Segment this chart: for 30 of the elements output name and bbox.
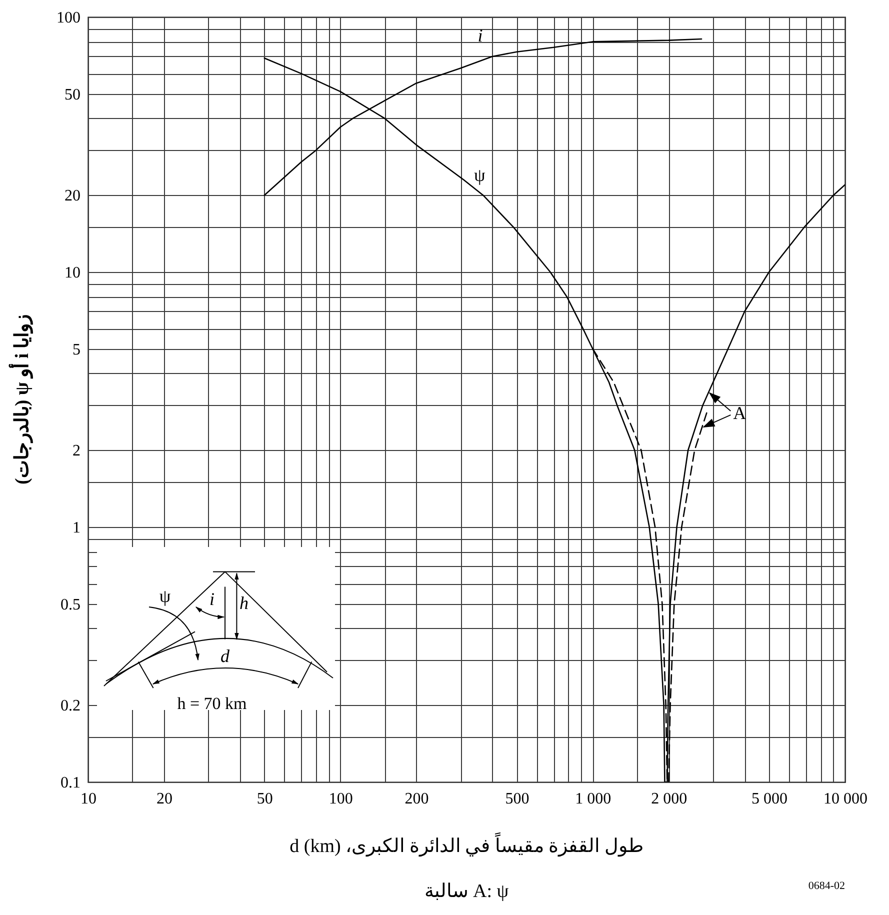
annotation: h <box>240 593 248 613</box>
x-tick-label: 20 <box>156 790 172 808</box>
x-tick-label: 1 000 <box>575 790 612 808</box>
y-tick-label: 0.5 <box>60 596 80 614</box>
y-tick-label: 5 <box>72 341 80 358</box>
y-tick-label: 10 <box>64 264 80 282</box>
text: 0684-02 <box>808 880 845 892</box>
annotation: h = 70 km <box>177 694 247 713</box>
y-tick-label: 0.1 <box>60 774 80 792</box>
y-axis-title: زوايا i أو ψ (بالدرجات) <box>8 314 33 485</box>
text: A: ψ سالبة <box>424 881 509 902</box>
x-tick-label: 200 <box>404 790 429 808</box>
x-axis-title: طول القفزة مقيساً في الدائرة الكبرى، d (km) <box>290 832 644 857</box>
x-tick-label: 2 000 <box>651 790 688 808</box>
y-tick-label: 0.2 <box>60 698 80 715</box>
y-tick-label: 2 <box>72 442 80 460</box>
y-tick-label: 1 <box>72 520 80 536</box>
series-label: ψ <box>474 164 486 185</box>
series-label: i <box>478 26 483 46</box>
annotation: ψ <box>159 586 172 606</box>
x-tick-label: 50 <box>256 790 273 808</box>
y-tick-label: 20 <box>64 188 80 205</box>
x-tick-label: 10 000 <box>824 790 868 808</box>
y-tick-label: 100 <box>56 10 80 26</box>
y-tick-label: 50 <box>64 86 80 104</box>
x-tick-label: 100 <box>328 790 353 808</box>
x-tick-label: 500 <box>505 790 530 808</box>
x-tick-label: 5 000 <box>752 790 788 808</box>
annotation: d <box>220 646 230 666</box>
annotation: i <box>209 589 215 609</box>
